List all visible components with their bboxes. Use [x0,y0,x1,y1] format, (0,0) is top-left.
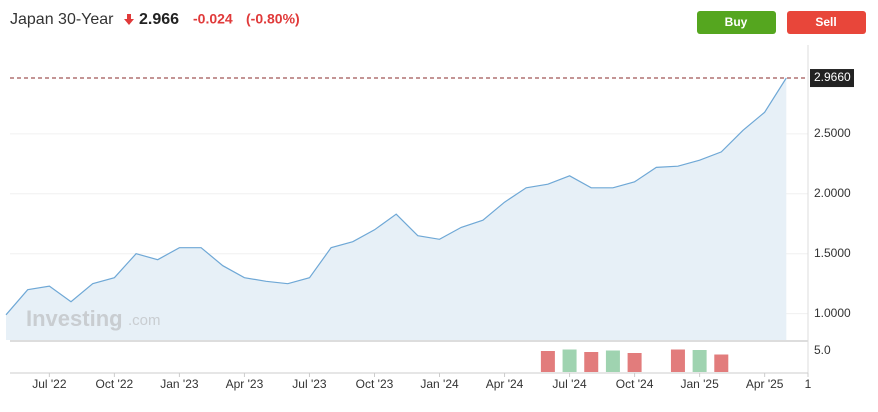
x-tick-label: Jan '25 [680,377,719,391]
volume-bar [692,350,707,372]
buy-button-bg [697,11,776,34]
watermark-brand: Investing [26,306,123,331]
y-tick-label: 1.5000 [814,246,851,260]
x-tick-label: Jul '24 [552,377,587,391]
last-price: 2.966 [139,11,179,28]
volume-bar [584,352,599,372]
sell-label: Sell [815,15,836,29]
watermark-suffix: .com [128,312,161,329]
x-tick-label: Jul '22 [32,377,67,391]
x-tick-label: Apr '25 [746,377,784,391]
sell-button[interactable]: Sell [787,11,866,34]
x-tick-label: Oct '22 [96,377,134,391]
y-tick-label: 2.0000 [814,186,851,200]
area [6,78,787,340]
buy-button[interactable]: Buy [697,11,776,34]
volume-bar [562,349,577,372]
buy-label: Buy [725,15,748,29]
x-tick-label: Apr '24 [486,377,524,391]
down-arrow [124,14,134,25]
volume-bar [670,349,685,372]
x-tick-label: Apr '23 [226,377,264,391]
price-line [5,77,787,316]
sell-button-bg [787,11,866,34]
change: -0.024 [193,11,233,27]
x-tick-label: Oct '23 [356,377,394,391]
x-tick-label: Oct '24 [616,377,654,391]
change-percent: (-0.80%) [246,11,300,27]
x-tick-label: Jul '23 [292,377,327,391]
volume-tick-label: 5.0 [814,343,831,357]
instrument-title: Japan 30-Year [10,11,114,28]
last-price-box [810,69,854,88]
x-tick-label: Jan '24 [420,377,459,391]
volume-bar [714,354,729,372]
volume-bar [605,350,620,372]
x-tick-label: 1 [805,377,812,391]
volume-bar [540,351,555,372]
x-tick-label: Jan '23 [160,377,199,391]
y-tick-label: 2.5000 [814,126,851,140]
last-price-label: 2.9660 [814,70,851,84]
plot: 1.0000 1.5000 2.0000 2.5000 Jul '22 Oct '22 Ja… [5,45,854,391]
y-tick-label: 1.0000 [814,306,851,320]
volume-bar [627,353,642,372]
